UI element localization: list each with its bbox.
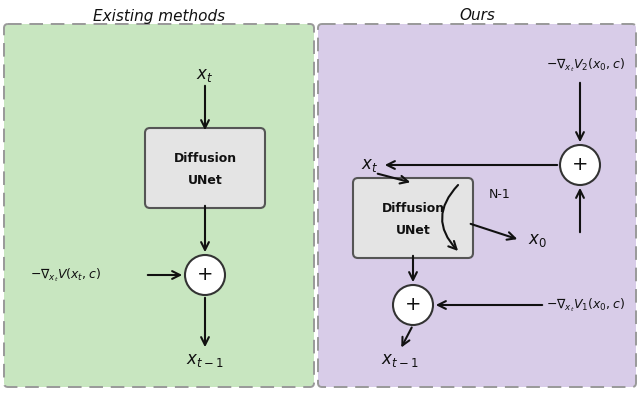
FancyArrowPatch shape xyxy=(442,185,458,249)
Text: $-\nabla_{x_t}V_2(x_0,c)$: $-\nabla_{x_t}V_2(x_0,c)$ xyxy=(546,56,625,74)
Ellipse shape xyxy=(393,285,433,325)
Text: Ours: Ours xyxy=(459,9,495,24)
Text: +: + xyxy=(404,296,421,314)
Text: UNet: UNet xyxy=(188,173,222,187)
Text: N-1: N-1 xyxy=(489,189,511,202)
Text: $-\nabla_{x_t}V_1(x_0,c)$: $-\nabla_{x_t}V_1(x_0,c)$ xyxy=(546,296,625,314)
Text: Existing methods: Existing methods xyxy=(93,9,225,24)
FancyBboxPatch shape xyxy=(4,24,314,387)
Text: $x_{t-1}$: $x_{t-1}$ xyxy=(381,351,419,369)
FancyBboxPatch shape xyxy=(318,24,636,387)
FancyBboxPatch shape xyxy=(145,128,265,208)
Text: +: + xyxy=(196,266,213,285)
Text: $-\nabla_{x_t}V(x_t,c)$: $-\nabla_{x_t}V(x_t,c)$ xyxy=(30,266,101,284)
Text: +: + xyxy=(572,156,588,174)
Text: $x_t$: $x_t$ xyxy=(362,156,379,174)
Text: $x_t$: $x_t$ xyxy=(196,66,214,84)
Ellipse shape xyxy=(185,255,225,295)
Text: UNet: UNet xyxy=(396,224,430,237)
Ellipse shape xyxy=(560,145,600,185)
Text: $x_{t-1}$: $x_{t-1}$ xyxy=(186,351,224,369)
Text: Diffusion: Diffusion xyxy=(381,202,445,215)
Text: $x_0$: $x_0$ xyxy=(528,231,547,249)
Text: Diffusion: Diffusion xyxy=(173,151,237,165)
FancyBboxPatch shape xyxy=(353,178,473,258)
